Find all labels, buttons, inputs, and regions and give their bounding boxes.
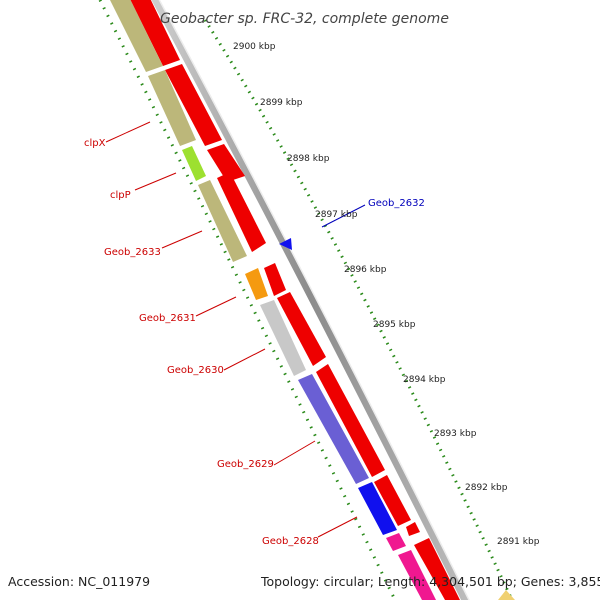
gene-forward-4 <box>217 172 266 252</box>
gene-khaki-1 <box>110 0 163 72</box>
gene-yellow-edge <box>498 590 515 600</box>
gene-forward-8 <box>374 475 411 526</box>
gene-khaki-3 <box>198 180 247 262</box>
gene-label-geob-2630: Geob_2630 <box>167 365 224 376</box>
gene-forward-3 <box>207 144 245 182</box>
gene-clpx-lime <box>182 146 206 181</box>
leader-geob-2630 <box>223 348 266 371</box>
gene-geob-2628-blue <box>358 482 397 535</box>
gene-khaki-2 <box>148 70 196 146</box>
tick-label-2894: 2894 kbp <box>403 375 446 385</box>
tick-label-2892: 2892 kbp <box>465 483 508 493</box>
gene-forward-2 <box>165 64 222 146</box>
tick-label-2897: 2897 kbp <box>315 210 358 220</box>
gene-forward-1 <box>130 0 180 66</box>
gene-label-geob-2628: Geob_2628 <box>262 536 319 547</box>
gene-label-geob-2631: Geob_2631 <box>139 313 196 324</box>
leader-geob-2633 <box>161 230 203 249</box>
gene-pink-1 <box>386 533 406 551</box>
gene-forward-5 <box>264 263 286 296</box>
tick-label-2893: 2893 kbp <box>434 429 477 439</box>
leader-geob-2632 <box>321 204 366 228</box>
gene-label-geob-2629: Geob_2629 <box>217 459 274 470</box>
leader-clpp <box>134 172 177 191</box>
gene-forward-6 <box>277 292 326 366</box>
gene-pink-2 <box>398 550 436 600</box>
scale-ring <box>203 19 514 600</box>
tick-label-2896: 2896 kbp <box>344 265 387 275</box>
gene-forward-9 <box>406 522 420 536</box>
gene-forward-7 <box>316 364 385 477</box>
map-title: Geobacter sp. FRC-32, complete genome <box>160 11 449 27</box>
tick-label-2899: 2899 kbp <box>260 98 303 108</box>
leader-geob-2628 <box>317 516 358 538</box>
gene-forward-10 <box>414 538 460 600</box>
gene-label-geob-2632: Geob_2632 <box>368 198 425 209</box>
gene-geob-2630-gray <box>260 300 306 376</box>
topology-text: Topology: circular; Length: 4,304,501 bp… <box>260 574 600 589</box>
leader-geob-2629 <box>273 440 316 466</box>
accession-text: Accession: NC_011979 <box>8 574 150 589</box>
tick-label-2898: 2898 kbp <box>287 154 330 164</box>
backbone-highlight <box>158 0 470 600</box>
tick-label-2891: 2891 kbp <box>497 537 540 547</box>
gene-label-clpx: clpX <box>84 138 106 149</box>
gene-geob-2631-orange <box>245 268 268 300</box>
gene-label-clpp: clpP <box>110 190 131 201</box>
inner-ring <box>98 0 397 600</box>
genome-backbone <box>151 0 469 600</box>
leader-geob-2631 <box>195 296 237 317</box>
leader-clpx <box>105 121 151 143</box>
gene-label-geob-2633: Geob_2633 <box>104 247 161 258</box>
gene-geob-2629-slateblue <box>298 374 369 484</box>
gene-geob-2632 <box>279 238 292 250</box>
tick-label-2895: 2895 kbp <box>373 320 416 330</box>
tick-label-2900: 2900 kbp <box>233 42 276 52</box>
